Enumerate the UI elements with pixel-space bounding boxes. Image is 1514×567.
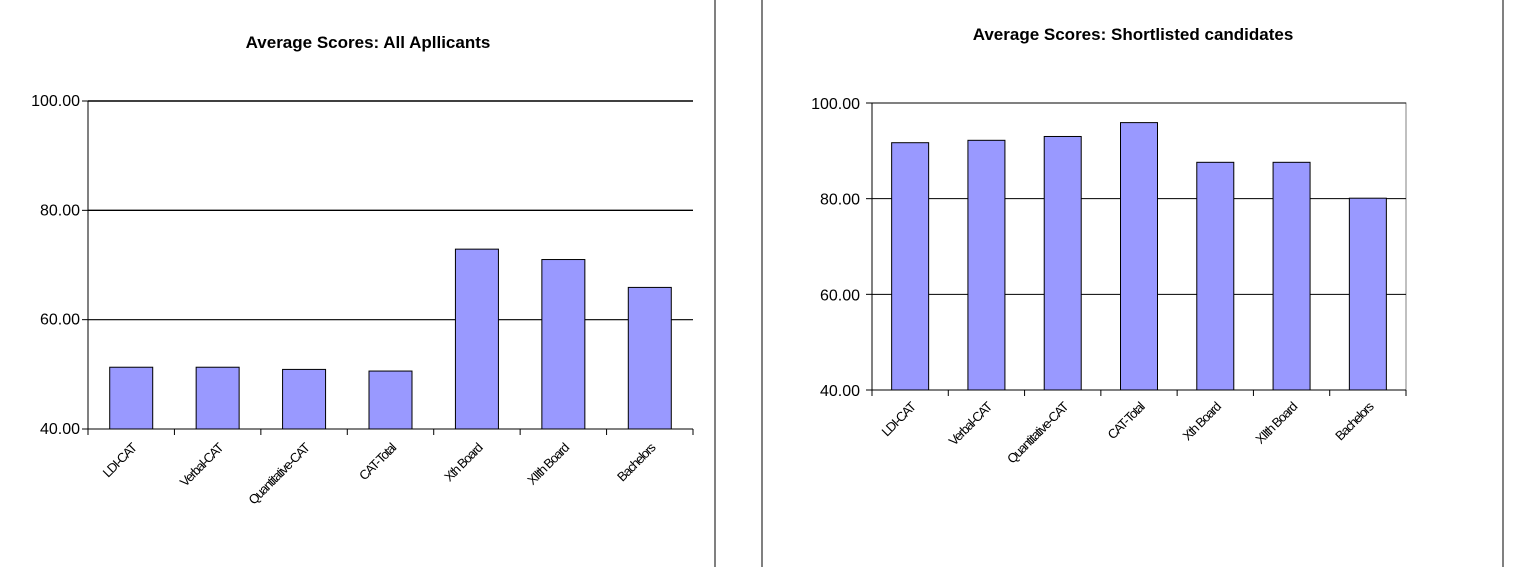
chart2-x-tick-labels: LDI-CAT Verbal-CAT Quantitative-CAT CAT-Tot… [879,398,1378,466]
bar-ldi-cat [891,142,930,391]
chart-all-applicants: Average Scores: All Apllicants 40.00 60.0… [31,0,716,567]
chart1-bars [109,248,672,430]
x-tick-label-ldi-cat: LDI-CAT [879,399,920,440]
bar-verbal-cat [195,366,240,430]
x-tick-label-cat-total: CAT-Total [1104,399,1148,443]
chart2-axes [866,102,1407,396]
y-tick-label-100-00: 100.00 [811,96,860,113]
y-tick-label-80-00: 80.00 [820,192,860,209]
x-tick-label-verbal-cat: Verbal-CAT [177,440,227,490]
chart1-x-tick-labels: LDI-CAT Verbal-CAT Quantitative-CAT CAT-Tot… [100,439,660,507]
x-tick-label-xth-board: Xth Board [1180,399,1225,444]
bar-xiith-board [1272,161,1311,391]
bar-bachelors [1348,197,1387,391]
chart2-title: Average Scores: Shortlisted candidates [973,25,1294,44]
x-tick-label-quantitative-cat: Quantitative-CAT [245,440,313,508]
chart1-gridlines [88,100,693,321]
bar-quantitative-cat [1043,135,1082,391]
bar-xth-board [1196,161,1235,391]
chart-shortlisted-candidates: Average Scores: Shortlisted candidates 4… [761,0,1504,567]
bar-verbal-cat [967,139,1006,391]
x-tick-label-quantitative-cat: Quantitative-CAT [1004,399,1072,467]
bar-xth-board [454,248,499,430]
x-tick-label-verbal-cat: Verbal-CAT [946,399,996,449]
bar-ldi-cat [109,366,154,430]
x-tick-label-bachelors: Bachelors [614,439,659,484]
bar-cat-total [368,370,413,430]
y-tick-label-40-00: 40.00 [820,383,860,400]
y-tick-label-80-00: 80.00 [40,202,80,219]
chart2-y-tick-labels: 40.00 60.00 80.00 100.00 [811,96,860,400]
x-tick-label-ldi-cat: LDI-CAT [100,440,141,481]
chart1-y-tick-labels: 40.00 60.00 80.00 100.00 [31,93,80,438]
y-tick-label-60-00: 60.00 [820,287,860,304]
x-tick-label-bachelors: Bachelors [1332,398,1377,443]
chart2-bars [891,122,1387,391]
chart1-title: Average Scores: All Apllicants [246,33,491,52]
x-tick-label-xth-board: Xth Board [441,440,486,485]
y-tick-label-100-00: 100.00 [31,93,80,110]
y-tick-label-40-00: 40.00 [40,421,80,438]
x-tick-label-xiith-board: XIIth Board [524,440,572,488]
y-tick-label-60-00: 60.00 [40,312,80,329]
bar-quantitative-cat [282,368,327,430]
x-tick-label-cat-total: CAT-Total [356,440,400,484]
bar-xiith-board [541,259,586,430]
bar-bachelors [627,286,672,430]
bar-cat-total [1120,122,1158,391]
x-tick-label-xiith-board: XIIth Board [1252,399,1300,447]
chart1-axes [82,100,694,435]
